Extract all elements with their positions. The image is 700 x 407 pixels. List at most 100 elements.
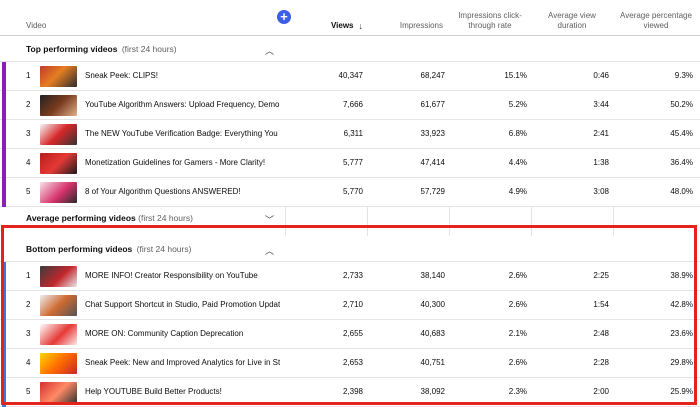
impressions-column-header[interactable]: Impressions <box>399 21 443 30</box>
chevron-up-icon[interactable]: ︿ <box>265 46 275 56</box>
video-title[interactable]: Chat Support Shortcut in Studio, Paid Pr… <box>85 300 280 309</box>
average-section-header[interactable]: Average performing videos (first 24 hour… <box>0 210 700 232</box>
row-rank: 3 <box>26 129 31 138</box>
sort-down-icon: ↓ <box>358 21 364 31</box>
views-column-header[interactable]: Views ↓ <box>287 0 363 36</box>
avg-pct-column-header[interactable]: Average percentage viewed <box>620 11 692 30</box>
row-color-bar <box>2 262 6 291</box>
views-cell: 40,347 <box>338 71 363 80</box>
video-thumbnail[interactable] <box>40 66 77 87</box>
section-title-text: Average performing videos <box>26 213 136 223</box>
video-thumbnail[interactable] <box>40 153 77 174</box>
avg-pct-cell: 29.8% <box>670 358 693 367</box>
row-rank: 5 <box>26 187 31 196</box>
avg-duration-cell: 2:41 <box>593 129 609 138</box>
section-title-text: Bottom performing videos <box>26 244 133 254</box>
video-title[interactable]: MORE INFO! Creator Responsibility on You… <box>85 271 258 280</box>
avg-pct-cell: 25.9% <box>670 387 693 396</box>
avg-pct-cell: 23.6% <box>670 329 693 338</box>
avg-duration-cell: 1:54 <box>593 300 609 309</box>
row-rank: 4 <box>26 358 31 367</box>
impressions-cell: 40,300 <box>420 300 445 309</box>
ctr-cell: 2.1% <box>508 329 527 338</box>
section-title: Top performing videos (first 24 hours) <box>26 44 177 54</box>
row-rank: 2 <box>26 300 31 309</box>
views-header-label: Views <box>330 21 354 30</box>
avg-pct-cell: 48.0% <box>670 187 693 196</box>
table-row[interactable]: 1 Sneak Peek: CLIPS! 40,347 68,247 15.1% 0:46… <box>0 62 700 91</box>
ctr-cell: 2.3% <box>508 387 527 396</box>
impressions-cell: 47,414 <box>420 158 445 167</box>
impressions-cell: 40,751 <box>420 358 445 367</box>
video-title[interactable]: Sneak Peek: CLIPS! <box>85 71 158 80</box>
section-subtitle: (first 24 hours) <box>121 44 177 54</box>
bottom-section-header[interactable]: Bottom performing videos (first 24 hours… <box>0 236 700 262</box>
impressions-cell: 33,923 <box>420 129 445 138</box>
avg-duration-column-header[interactable]: Average view duration <box>548 11 596 30</box>
impressions-cell: 40,683 <box>420 329 445 338</box>
section-title: Bottom performing videos (first 24 hours… <box>26 244 191 254</box>
avg-duration-cell: 1:38 <box>593 158 609 167</box>
impressions-cell: 38,092 <box>420 387 445 396</box>
row-color-bar <box>2 149 6 178</box>
table-row[interactable]: 3 MORE ON: Community Caption Deprecation 2… <box>0 320 700 349</box>
views-cell: 2,733 <box>342 271 363 280</box>
avg-duration-cell: 3:08 <box>593 187 609 196</box>
row-color-bar <box>2 291 6 320</box>
avg-pct-cell: 36.4% <box>670 158 693 167</box>
table-row[interactable]: 2 Chat Support Shortcut in Studio, Paid P… <box>0 291 700 320</box>
ctr-cell: 15.1% <box>504 71 527 80</box>
row-rank: 3 <box>26 329 31 338</box>
video-column-header[interactable]: Video <box>26 21 47 30</box>
row-rank: 5 <box>26 387 31 396</box>
chevron-down-icon[interactable]: ﹀ <box>265 215 275 225</box>
row-rank: 1 <box>26 271 31 280</box>
video-thumbnail[interactable] <box>40 324 77 345</box>
chevron-up-icon[interactable]: ︿ <box>265 246 275 256</box>
video-thumbnail[interactable] <box>40 95 77 116</box>
avg-pct-cell: 42.8% <box>670 300 693 309</box>
avg-pct-cell: 45.4% <box>670 129 693 138</box>
video-thumbnail[interactable] <box>40 382 77 403</box>
add-metric-button[interactable]: + <box>277 10 291 24</box>
video-thumbnail[interactable] <box>40 353 77 374</box>
video-thumbnail[interactable] <box>40 295 77 316</box>
table-row[interactable]: 3 The NEW YouTube Verification Badge: Eve… <box>0 120 700 149</box>
video-title[interactable]: The NEW YouTube Verification Badge: Ever… <box>85 129 280 138</box>
ctr-cell: 6.8% <box>508 129 527 138</box>
row-color-bar <box>2 91 6 120</box>
top-section-header[interactable]: Top performing videos (first 24 hours) ︿ <box>0 36 700 62</box>
ctr-cell: 4.4% <box>508 158 527 167</box>
row-color-bar <box>2 378 6 407</box>
video-title[interactable]: Monetization Guidelines for Gamers - Mor… <box>85 158 266 167</box>
video-title[interactable]: Help YOUTUBE Build Better Products! <box>85 387 222 396</box>
section-title: Average performing videos (first 24 hour… <box>26 213 193 223</box>
video-thumbnail[interactable] <box>40 124 77 145</box>
table-row[interactable]: 4 Sneak Peek: New and Improved Analytics … <box>0 349 700 378</box>
video-title[interactable]: MORE ON: Community Caption Deprecation <box>85 329 244 338</box>
avg-duration-cell: 2:00 <box>593 387 609 396</box>
views-cell: 5,777 <box>342 158 363 167</box>
table-row[interactable]: 1 MORE INFO! Creator Responsibility on Yo… <box>0 262 700 291</box>
ctr-column-header[interactable]: Impressions click-through rate <box>458 11 522 30</box>
avg-pct-cell: 50.2% <box>670 100 693 109</box>
avg-duration-cell: 3:44 <box>593 100 609 109</box>
video-title[interactable]: YouTube Algorithm Answers: Upload Freque… <box>85 100 280 109</box>
table-row[interactable]: 4 Monetization Guidelines for Gamers - Mo… <box>0 149 700 178</box>
video-thumbnail[interactable] <box>40 266 77 287</box>
ctr-cell: 5.2% <box>508 100 527 109</box>
table-row[interactable]: 2 YouTube Algorithm Answers: Upload Frequ… <box>0 91 700 120</box>
table-row[interactable]: 5 8 of Your Algorithm Questions ANSWERED!… <box>0 178 700 207</box>
section-subtitle: (first 24 hours) <box>138 213 193 223</box>
row-color-bar <box>2 320 6 349</box>
video-thumbnail[interactable] <box>40 182 77 203</box>
table-row[interactable]: 5 Help YOUTUBE Build Better Products! 2,39… <box>0 378 700 407</box>
views-cell: 6,311 <box>343 129 363 138</box>
impressions-cell: 57,729 <box>420 187 445 196</box>
video-title[interactable]: 8 of Your Algorithm Questions ANSWERED! <box>85 187 241 196</box>
video-title[interactable]: Sneak Peek: New and Improved Analytics f… <box>85 358 280 367</box>
table-header: Video + Views ↓ Impressions Impressions … <box>0 0 700 36</box>
views-cell: 2,653 <box>342 358 363 367</box>
views-cell: 2,398 <box>342 387 363 396</box>
avg-duration-cell: 2:25 <box>593 271 609 280</box>
